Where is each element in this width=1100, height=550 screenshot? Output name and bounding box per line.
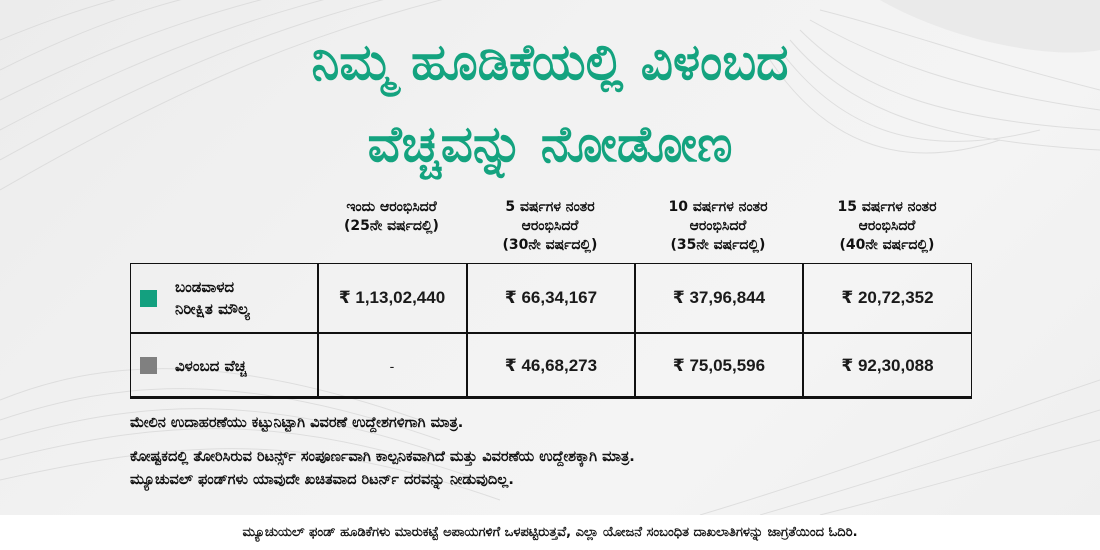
table-cell-value: ₹ 20,72,352 (841, 288, 934, 307)
column-header-line: (30ನೇ ವರ್ಷದಲ್ಲಿ) (502, 237, 598, 253)
table-cell-value: ₹ 1,13,02,440 (338, 288, 446, 307)
green-legend-swatch-icon (140, 289, 157, 307)
row-label-text: ವಿಳಂಬದ ವೆಚ್ಚ (175, 355, 247, 377)
table-divider (317, 264, 319, 396)
column-header-after-10-years: 10 ವರ್ಷಗಳ ನಂತರ ಆರಂಭಿಸಿದರೆ (35ನೇ ವರ್ಷದಲ್ಲ… (634, 198, 802, 255)
table-row-expected-value-label: ಬಂಡವಾಳದ ನಿರೀಕ್ಷಿತ ಮೌಲ್ಯ (131, 264, 318, 332)
column-header-line: (35ನೇ ವರ್ಷದಲ್ಲಿ) (670, 237, 766, 253)
table-cell-value: ₹ 66,34,167 (504, 288, 598, 307)
table-cell-value: ₹ 75,05,596 (672, 355, 766, 375)
footer-disclaimer: ಮ್ಯೂಚುಯಲ್ ಫಂಡ್ ಹೂಡಿಕೆಗಳು ಮಾರುಕಟ್ಟೆ ಅಪಾಯಗ… (0, 515, 1100, 550)
table-divider (802, 264, 804, 396)
row-label-line: ವಿಳಂಬದ ವೆಚ್ಚ (175, 356, 247, 375)
note-no-guaranteed-returns: ಮ್ಯೂಚುವಲ್ ಫಂಡ್‌ಗಳು ಯಾವುದೇ ಖಚಿತವಾದ ರಿಟರ್ನ… (130, 472, 514, 488)
table-cell-value: - (389, 357, 395, 374)
table-cell-value: ₹ 46,68,273 (504, 355, 598, 375)
table-divider (131, 332, 971, 334)
delay-cost-table: ಬಂಡವಾಳದ ನಿರೀಕ್ಷಿತ ಮೌಲ್ಯ ₹ 1,13,02,440 ₹ … (130, 263, 972, 399)
note-illustrative-example: ಮೇಲಿನ ಉದಾಹರಣೆಯು ಕಟ್ಟುನಿಟ್ಟಾಗಿ ವಿವರಣೆ ಉದ್… (130, 415, 464, 431)
column-header-after-15-years: 15 ವರ್ಷಗಳ ನಂತರ ಆರಂಭಿಸಿದರೆ (40ನೇ ವರ್ಷದಲ್ಲ… (802, 198, 972, 255)
column-header-line: (25ನೇ ವರ್ಷದಲ್ಲಿ) (344, 218, 439, 234)
table-cell-value: ₹ 92,30,088 (841, 355, 934, 375)
column-header-line: 10 ವರ್ಷಗಳ ನಂತರ (668, 199, 768, 215)
column-header-start-today: ಇಂದು ಆರಂಭಿಸಿದರೆ (25ನೇ ವರ್ಷದಲ್ಲಿ) (317, 198, 466, 236)
page-title-line-1: ನಿಮ್ಮ ಹೂಡಿಕೆಯಲ್ಲಿ ವಿಳಂಬದ (311, 33, 789, 91)
note-hypothetical-returns: ಕೋಷ್ಟಕದಲ್ಲಿ ತೋರಿಸಿರುವ ರಿಟರ್ನ್ಸ್ ಸಂಪೂರ್ಣವ… (130, 449, 635, 465)
column-header-line: ಆರಂಭಿಸಿದರೆ (521, 218, 579, 234)
column-header-line: 5 ವರ್ಷಗಳ ನಂತರ (505, 199, 595, 215)
column-header-after-5-years: 5 ವರ್ಷಗಳ ನಂತರ ಆರಂಭಿಸಿದರೆ (30ನೇ ವರ್ಷದಲ್ಲಿ… (466, 198, 634, 255)
column-header-line: ಆರಂಭಿಸಿದರೆ (689, 218, 747, 234)
row-label-line: ಬಂಡವಾಳದ (175, 278, 235, 296)
table-divider (634, 264, 636, 396)
decorative-curves (0, 0, 1100, 515)
column-header-line: ಇಂದು ಆರಂಭಿಸಿದರೆ (346, 199, 437, 215)
table-cell-value: ₹ 37,96,844 (672, 288, 766, 307)
column-header-line: (40ನೇ ವರ್ಷದಲ್ಲಿ) (839, 237, 935, 253)
column-header-line: ಆರಂಭಿಸಿದರೆ (858, 218, 916, 234)
row-label-text: ಬಂಡವಾಳದ ನಿರೀಕ್ಷಿತ ಮೌಲ್ಯ (175, 276, 250, 320)
column-header-line: 15 ವರ್ಷಗಳ ನಂತರ (837, 199, 937, 215)
page-title-line-2: ವೆಚ್ಚವನ್ನು ನೋಡೋಣ (367, 115, 733, 173)
table-divider (466, 264, 468, 396)
row-label-line: ನಿರೀಕ್ಷಿತ ಮೌಲ್ಯ (175, 300, 250, 318)
gray-legend-swatch-icon (140, 357, 157, 374)
table-row-delay-cost-label: ವಿಳಂಬದ ವೆಚ್ಚ (131, 334, 318, 397)
infographic-background: ನಿಮ್ಮ ಹೂಡಿಕೆಯಲ್ಲಿ ವಿಳಂಬದ ವೆಚ್ಚವನ್ನು ನೋಡೋ… (0, 0, 1100, 515)
